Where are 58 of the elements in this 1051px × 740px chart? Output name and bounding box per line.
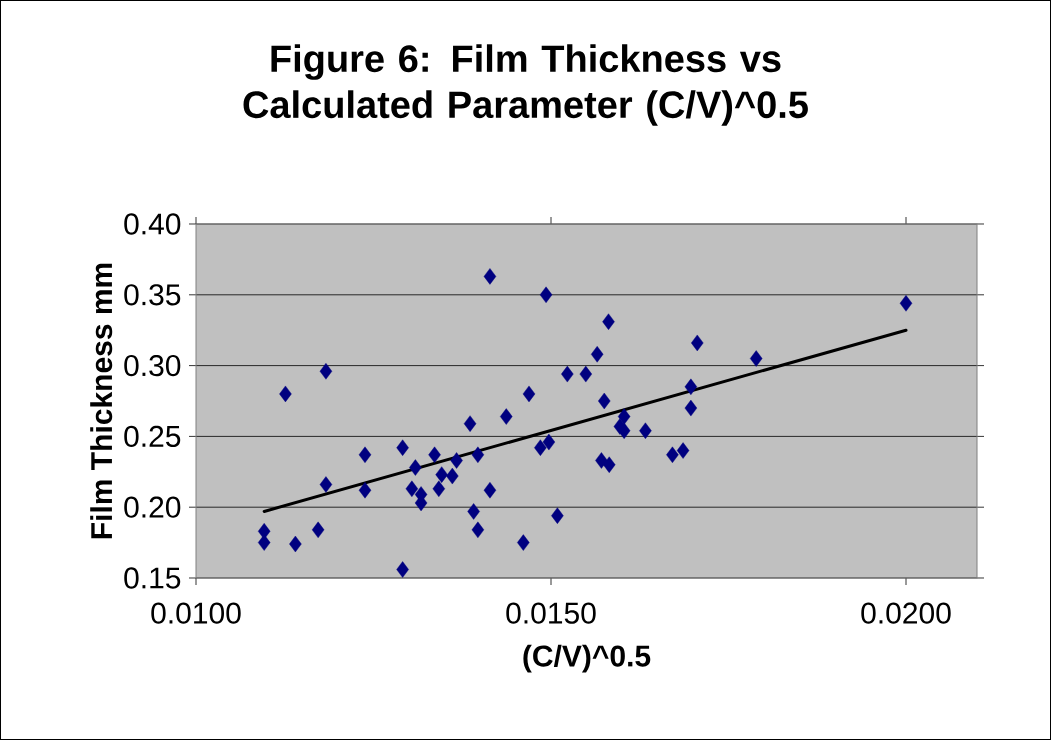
point [396,439,409,456]
point [684,399,698,417]
point [483,482,497,499]
y-tick-label: 0.25 [124,425,181,448]
point [500,408,513,425]
point [450,452,463,469]
y-tick-label: 0.20 [124,496,181,518]
point [319,363,333,380]
point [639,422,652,439]
point [446,467,459,485]
point [603,456,616,473]
point [676,442,690,459]
x-axis-title: (C/V)^0.5 [523,644,651,673]
point [666,446,679,464]
x-tick-label: 0.0150 [506,602,596,624]
point [471,446,485,464]
point [358,482,372,499]
point [691,334,704,352]
point [405,480,419,497]
point [396,561,409,578]
point [539,286,553,303]
point [319,476,333,493]
point [463,415,477,432]
point [409,459,422,476]
point [435,466,448,483]
point [750,350,763,367]
point [467,503,480,520]
y-tick-label: 0.40 [124,213,181,235]
point [279,385,292,403]
chart-title: Figure 6: Film Thickness vs Calculated Parameter (C/V)^0.5 [243,44,808,126]
point [617,408,631,425]
y-tick-label: 0.30 [124,354,181,377]
y-axis-title: Film Thickness mm [90,263,113,539]
point [551,507,564,524]
point [579,365,592,383]
point [534,439,547,456]
point [899,295,913,312]
point [542,433,556,451]
point [684,378,698,396]
x-tick-label: 0.0100 [151,602,241,624]
point [257,534,271,551]
x-tick-label: 0.0200 [861,602,951,624]
point [289,535,302,553]
point [595,452,608,469]
point [602,313,615,330]
point [428,446,441,464]
point [471,521,485,539]
point [311,521,325,539]
point [598,392,611,410]
point [358,446,372,464]
point [561,365,574,383]
point [522,385,536,403]
y-tick-label: 0.35 [124,284,181,306]
point [517,534,530,551]
point [483,268,497,285]
point [590,346,604,363]
point [432,480,446,497]
y-tick-label: 0.15 [124,567,181,589]
